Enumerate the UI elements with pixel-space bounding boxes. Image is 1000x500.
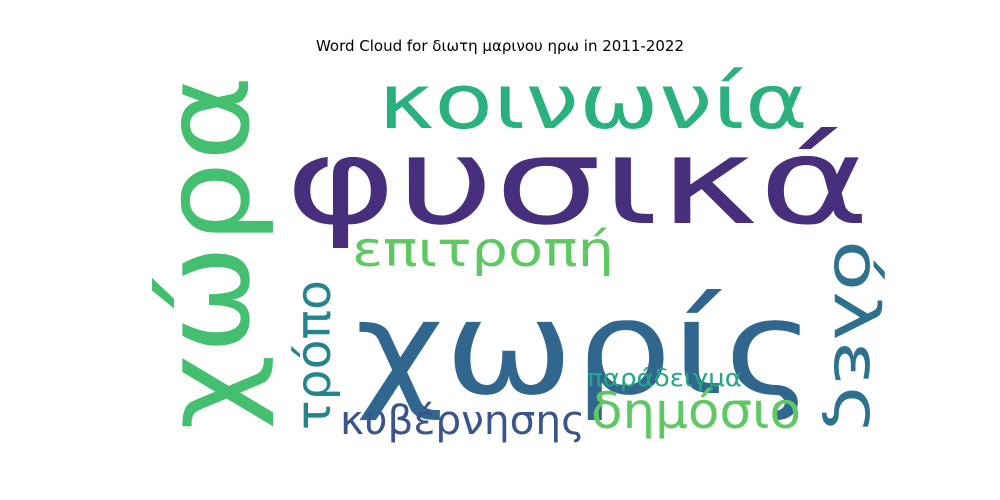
word-ολες: όλες — [820, 240, 893, 435]
word-δημοσιο: δημόσιο — [591, 382, 801, 440]
chart-title: Word Cloud for διωτη μαρινου ηρω in 2011… — [315, 37, 685, 55]
word-φυσικα: φυσικά — [285, 113, 870, 252]
word-κοινωνια: κοινωνία — [378, 57, 808, 146]
word-χωρις: χωρίς — [355, 272, 815, 424]
word-παραδειγμα: παράδειγμα — [587, 364, 742, 392]
word-επιτροπη: επιτροπή — [352, 222, 614, 278]
word-χωρα: χώρα — [138, 75, 277, 430]
word-τροπο: τρόπο — [286, 280, 342, 430]
word-κυβερνησης: κυβέρνησης — [340, 398, 585, 444]
